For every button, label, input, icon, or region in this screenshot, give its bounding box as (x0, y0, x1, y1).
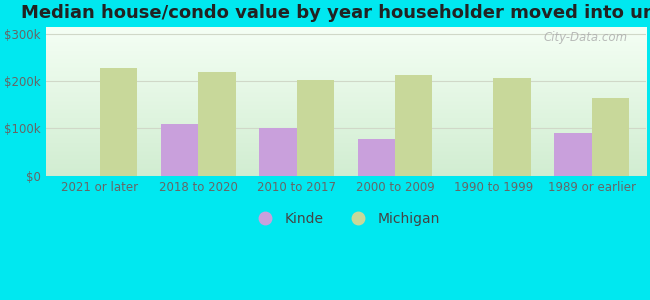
Bar (395, 75, 432, 176)
Legend: Kinde, Michigan: Kinde, Michigan (246, 206, 446, 232)
Text: City-Data.com: City-Data.com (543, 31, 628, 44)
Bar (161, 124, 198, 176)
Bar (554, 133, 592, 176)
Bar (296, 80, 334, 176)
Bar (592, 98, 629, 176)
Bar (493, 78, 530, 176)
Bar (99, 68, 137, 176)
Bar (358, 139, 395, 176)
Bar (198, 73, 235, 176)
Bar (259, 128, 296, 176)
Title: Median house/condo value by year householder moved into unit: Median house/condo value by year househo… (21, 4, 650, 22)
